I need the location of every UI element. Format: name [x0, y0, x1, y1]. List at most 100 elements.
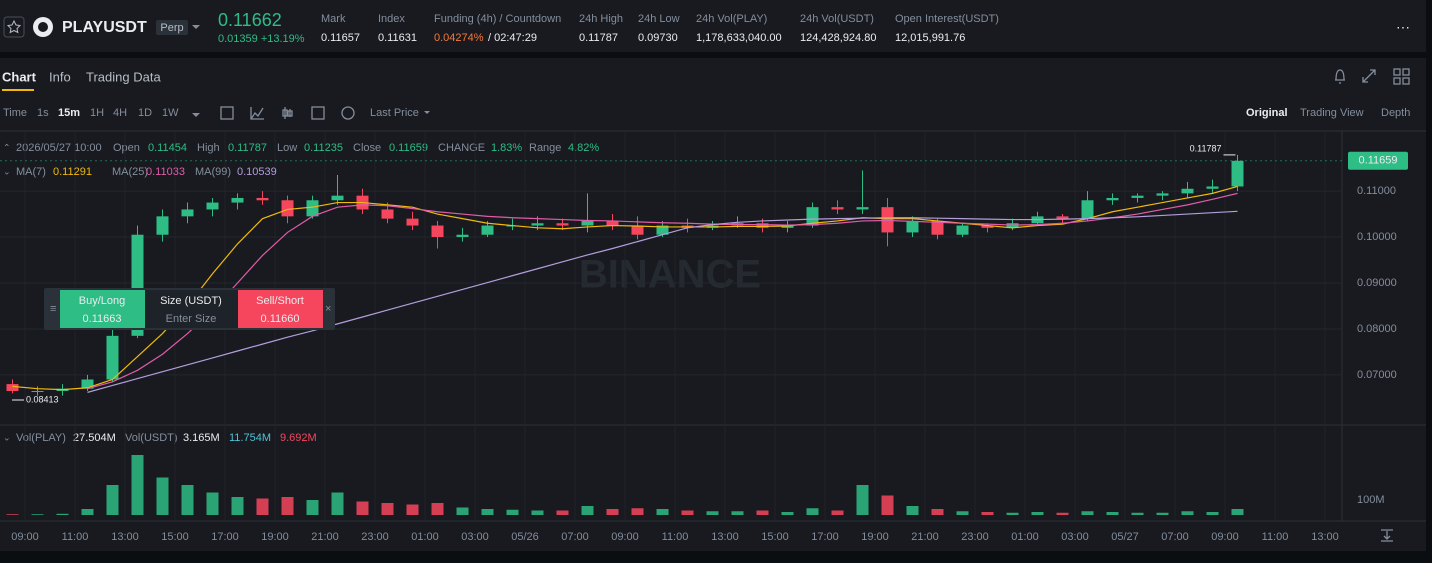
order-size-hint: Enter Size	[166, 313, 217, 325]
candle-body	[481, 225, 494, 235]
volume-bar	[656, 509, 669, 515]
volume-bar	[156, 477, 169, 515]
candle-body	[106, 335, 119, 380]
indicator-icon[interactable]	[250, 107, 264, 120]
favorite-button[interactable]	[3, 16, 25, 38]
candle-body	[981, 225, 994, 228]
stat-value: 0.11657	[321, 32, 360, 44]
order-sell-price: 0.11660	[261, 313, 300, 325]
last-price-tag-text: 0.11659	[1359, 155, 1398, 167]
sell-button[interactable]	[238, 290, 323, 328]
ma-legend-value: 0.10539	[237, 166, 277, 178]
volume-bar	[581, 506, 594, 515]
ma-legend-name: MA(7)	[16, 166, 46, 178]
volume-bar	[481, 509, 494, 515]
settings-icon[interactable]	[311, 106, 325, 120]
volume-bar	[531, 510, 544, 515]
volume-bar	[731, 511, 744, 515]
interval[interactable]: 15m	[58, 107, 80, 119]
candle-body	[781, 225, 794, 228]
tab[interactable]: Trading Data	[86, 69, 161, 84]
volume-bar	[981, 512, 994, 515]
stat-value: 0.11787	[579, 32, 618, 44]
candle-body	[406, 218, 419, 226]
ma-legend-name: MA(25)	[112, 166, 148, 178]
more-menu[interactable]: ···	[1396, 19, 1410, 35]
candle-body	[581, 220, 594, 226]
volume-bar	[781, 512, 794, 515]
collapse-caret[interactable]: ⌄	[3, 166, 11, 176]
volume-bar	[406, 504, 419, 515]
fullscreen-icon[interactable]	[1362, 69, 1376, 83]
buy-button[interactable]	[60, 290, 145, 328]
symbol[interactable]: PLAYUSDT	[62, 19, 147, 36]
volume-legend: Vol(USDT)	[125, 432, 178, 444]
layout-icon[interactable]	[1402, 68, 1410, 76]
candle-body	[756, 223, 769, 228]
volume-bar	[756, 510, 769, 515]
stat-value: 124,428,924.80	[800, 32, 876, 44]
volume-bar	[556, 510, 569, 515]
calendar-icon[interactable]	[220, 106, 234, 120]
tab[interactable]: Info	[49, 69, 71, 84]
volume-bar	[306, 500, 319, 515]
tools-icon[interactable]	[341, 106, 355, 120]
alert-icon[interactable]	[1335, 69, 1345, 84]
layout-icon[interactable]	[1393, 68, 1401, 76]
symbol-caret[interactable]	[192, 25, 200, 29]
layout-icon[interactable]	[1393, 77, 1401, 85]
interval[interactable]: 1s	[37, 107, 49, 119]
interval[interactable]: 1D	[138, 107, 152, 119]
candle-type-icon[interactable]	[282, 107, 293, 119]
stat-label: 24h Low	[638, 13, 680, 25]
candle-body	[831, 207, 844, 210]
collapse-caret[interactable]: ⌃	[3, 142, 11, 152]
candle-body	[381, 209, 394, 219]
volume-bar	[181, 485, 194, 515]
view-option[interactable]: Depth	[1381, 107, 1410, 119]
x-tick-label: 05/27	[1111, 531, 1139, 543]
volume-legend: 3.165M	[183, 432, 220, 444]
close-widget[interactable]: ×	[325, 303, 331, 315]
price-type[interactable]: Last Price	[370, 107, 419, 119]
candle-body	[1131, 195, 1144, 198]
candle-body	[31, 390, 44, 392]
price-change: 0.01359 +13.19%	[218, 33, 305, 45]
candle-body	[1056, 216, 1069, 219]
view-option[interactable]: Original	[1246, 107, 1288, 119]
layout-icon[interactable]	[1402, 77, 1410, 85]
order-sell: Sell/Short	[256, 295, 304, 307]
volume-legend: 27.504M	[73, 432, 116, 444]
volume-bar	[206, 492, 219, 515]
volume-bar	[281, 497, 294, 515]
view-option[interactable]: Trading View	[1300, 107, 1364, 119]
ohlc-label: Range	[529, 142, 561, 154]
volume-tick-label: 100M	[1357, 494, 1385, 506]
stat-label: Index	[378, 13, 405, 25]
interval: Time	[3, 107, 27, 119]
axis-toggle-icon[interactable]	[1381, 529, 1393, 542]
interval[interactable]: 1W	[162, 107, 179, 119]
tab[interactable]: Chart	[2, 69, 37, 84]
collapse-caret[interactable]: ⌄	[3, 432, 11, 442]
volume-bar	[806, 508, 819, 515]
interval[interactable]: 4H	[113, 107, 127, 119]
size-input[interactable]	[145, 290, 238, 328]
last-price: 0.11662	[218, 10, 282, 30]
star-icon	[6, 19, 22, 34]
candle-body	[6, 384, 19, 391]
volume-bar	[1231, 509, 1244, 515]
volume-bar	[81, 509, 94, 515]
candle-body	[231, 197, 244, 203]
volume-bar	[231, 497, 244, 515]
stat-label: Mark	[321, 13, 346, 25]
volume-bar	[1056, 512, 1069, 515]
stat-value: 0.11631	[378, 32, 417, 44]
interval[interactable]: 1H	[90, 107, 104, 119]
x-tick-label: 07:00	[561, 531, 589, 543]
ohlc-label: High	[197, 142, 220, 154]
candle-body	[631, 225, 644, 235]
interval-caret[interactable]	[192, 113, 200, 117]
price-type-caret[interactable]	[424, 111, 430, 114]
stat-extra: / 02:47:29	[488, 32, 537, 44]
